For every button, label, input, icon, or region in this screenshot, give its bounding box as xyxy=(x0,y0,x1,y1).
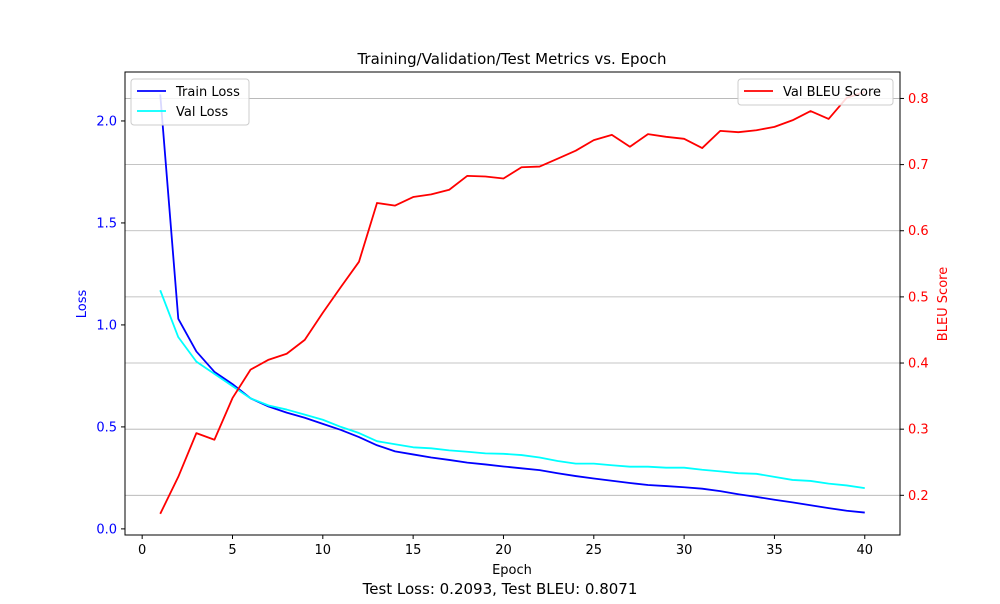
y-left-tick-label-3: 1.5 xyxy=(96,216,117,231)
legend-label-train-loss: Train Loss xyxy=(175,85,240,100)
grid-layer xyxy=(125,98,900,496)
y-right-tick-label-6: 0.8 xyxy=(908,92,929,107)
y-right-tick-label-5: 0.7 xyxy=(908,158,929,173)
legend-label-val-loss: Val Loss xyxy=(176,105,228,120)
plot-frame xyxy=(124,71,901,536)
x-tick-label-5: 25 xyxy=(586,543,603,558)
chart-title: Training/Validation/Test Metrics vs. Epo… xyxy=(356,50,666,68)
legend-bleu-box xyxy=(737,78,894,106)
y-axis-label-left: Loss xyxy=(75,290,90,319)
series-line-val-bleu-score xyxy=(159,90,866,515)
x-tick-label-1: 5 xyxy=(228,543,236,558)
y-right-tick-label-0: 0.2 xyxy=(908,489,929,504)
x-tick-label-7: 35 xyxy=(766,543,783,558)
y-left-tick-label-4: 2.0 xyxy=(96,114,117,129)
series-line-train-loss xyxy=(159,94,865,514)
axis-layer: 0 5 10 15 20 25 30 35 40 0.0 0.5 1.0 1.5 2.0 0.2 0.3 0.4… xyxy=(96,92,928,558)
y-left-tick-label-2: 1.0 xyxy=(96,318,117,333)
y-right-tick-label-4: 0.6 xyxy=(908,224,929,239)
y-right-tick-label-2: 0.4 xyxy=(908,357,929,372)
x-tick-label-8: 40 xyxy=(856,543,873,558)
y-left-tick-label-0: 0.0 xyxy=(96,522,117,537)
legend-loss: Train Loss Val Loss xyxy=(130,78,250,126)
series-layer xyxy=(159,90,866,515)
x-tick-label-2: 10 xyxy=(315,543,332,558)
footer-text: Test Loss: 0.2093, Test BLEU: 0.8071 xyxy=(362,580,638,598)
x-tick-label-0: 0 xyxy=(138,543,146,558)
legend-bleu: Val BLEU Score xyxy=(737,78,894,106)
x-axis-label: Epoch xyxy=(492,563,532,578)
x-tick-label-3: 15 xyxy=(405,543,422,558)
y-right-tick-label-1: 0.3 xyxy=(908,423,929,438)
y-left-tick-label-1: 0.5 xyxy=(96,420,117,435)
x-tick-label-6: 30 xyxy=(676,543,693,558)
legend-label-val-bleu: Val BLEU Score xyxy=(783,85,881,100)
y-right-tick-label-3: 0.5 xyxy=(908,290,929,305)
series-line-val-loss xyxy=(159,289,865,489)
x-tick-label-4: 20 xyxy=(495,543,512,558)
y-axis-label-right: BLEU Score xyxy=(936,267,951,341)
